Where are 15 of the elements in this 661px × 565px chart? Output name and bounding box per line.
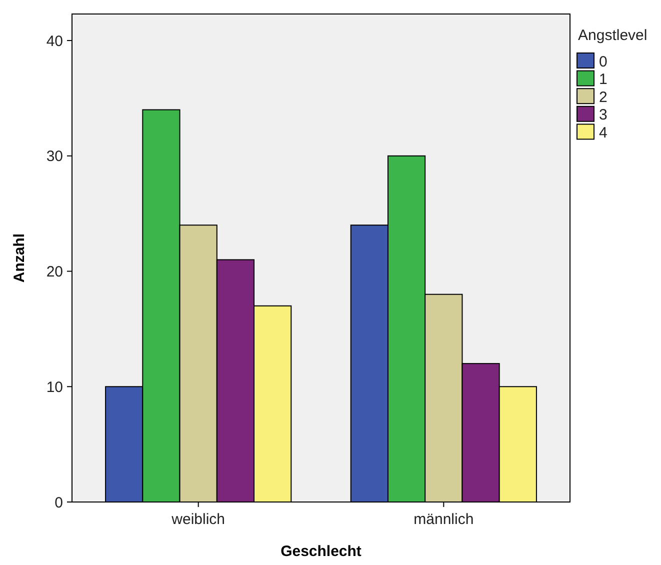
y-tick-label: 40 [46, 32, 63, 50]
y-axis-title: Anzahl [11, 233, 28, 283]
legend-title: Angstlevel [578, 27, 648, 44]
x-axis-title: Geschlecht [280, 543, 362, 560]
legend-label: 3 [599, 106, 608, 124]
legend-label: 2 [599, 88, 608, 106]
legend-label: 4 [599, 124, 608, 142]
y-tick-label: 20 [46, 264, 63, 281]
legend-label: 0 [599, 53, 608, 70]
x-tick-label: weiblich [170, 511, 226, 528]
y-tick-label: 10 [46, 378, 63, 396]
y-tick-label: 0 [54, 494, 63, 512]
y-tick-label: 30 [46, 148, 63, 166]
x-tick-label: männlich [414, 511, 474, 528]
legend-label: 1 [599, 71, 608, 88]
